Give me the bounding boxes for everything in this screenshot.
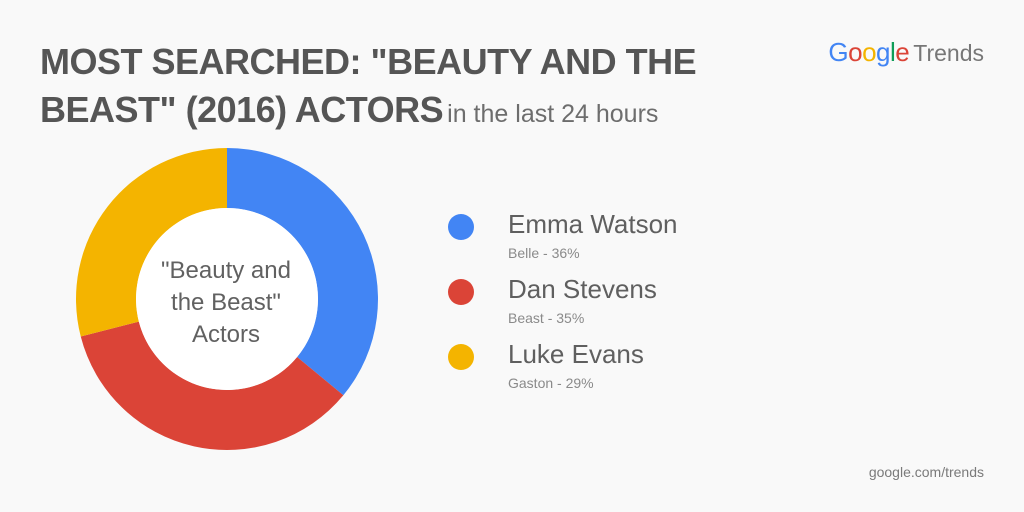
donut-slice-dan-stevens bbox=[80, 321, 344, 451]
chart-center-label: "Beauty and the Beast" Actors bbox=[126, 255, 326, 351]
source-url: google.com/trends bbox=[868, 464, 984, 480]
google-letter: g bbox=[876, 37, 891, 67]
page-title: MOST SEARCHED: "BEAUTY AND THE BEAST" (2… bbox=[40, 38, 740, 138]
legend-item-name: Luke Evans bbox=[508, 339, 644, 369]
google-letter: o bbox=[848, 37, 863, 67]
legend-item-name: Emma Watson bbox=[508, 209, 678, 239]
title-text: MOST SEARCHED: "BEAUTY AND THE BEAST" (2… bbox=[40, 41, 697, 130]
legend-swatch bbox=[448, 279, 474, 305]
legend-swatch bbox=[448, 214, 474, 240]
legend-swatch bbox=[448, 344, 474, 370]
donut-hole bbox=[136, 208, 318, 390]
legend-item-name: Dan Stevens bbox=[508, 274, 657, 304]
page-subtitle: in the last 24 hours bbox=[447, 100, 659, 128]
center-label-line-2: the Beast" bbox=[171, 289, 281, 316]
trends-wordmark: Trends bbox=[913, 40, 984, 66]
donut-slice-emma-watson bbox=[227, 148, 379, 396]
center-label-line-3: Actors bbox=[191, 321, 260, 348]
google-trends-logo: Google Trends bbox=[828, 36, 984, 69]
google-letter: G bbox=[828, 37, 849, 67]
center-label-line-1: "Beauty and bbox=[161, 257, 291, 284]
legend-item-detail: Beast - 35% bbox=[508, 310, 585, 326]
google-letter: l bbox=[890, 37, 896, 67]
donut-slice-luke-evans bbox=[76, 148, 227, 337]
google-letter: o bbox=[862, 37, 877, 67]
google-wordmark: Google bbox=[828, 37, 909, 67]
google-letter: e bbox=[895, 37, 910, 67]
legend-item-detail: Gaston - 29% bbox=[508, 375, 594, 391]
legend-item-detail: Belle - 36% bbox=[508, 245, 580, 261]
